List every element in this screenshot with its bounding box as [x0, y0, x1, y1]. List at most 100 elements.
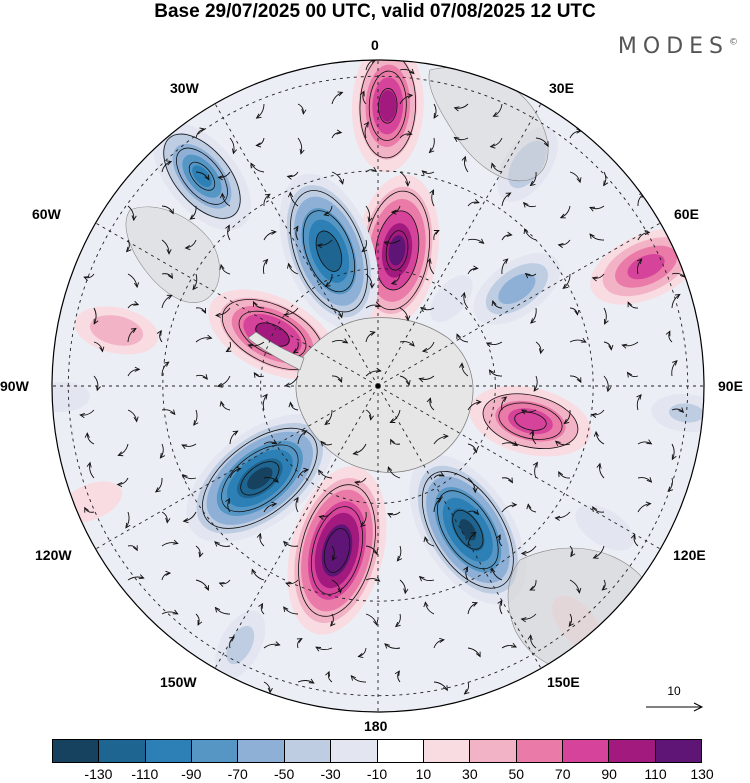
wind-streamline [467, 401, 481, 411]
wind-arrowhead [182, 474, 188, 480]
wind-streamline [331, 579, 341, 593]
anomaly-contour [668, 403, 704, 423]
wind-arrowhead [475, 651, 481, 658]
wind-streamline [263, 477, 279, 483]
wind-streamline [524, 228, 537, 241]
wind-streamline [86, 433, 95, 445]
anomaly-cell [575, 504, 635, 551]
wind-arrowhead [359, 90, 365, 97]
wind-arrowhead [530, 318, 536, 324]
wind-streamline [217, 375, 231, 387]
streamline-loop [498, 402, 563, 440]
wind-streamline [185, 239, 197, 249]
wind-arrowhead [593, 430, 599, 437]
anomaly-contour [192, 165, 212, 188]
wind-arrowhead [93, 318, 99, 325]
wind-arrowhead [476, 399, 482, 405]
wind-arrowhead [325, 670, 330, 677]
wind-streamline [558, 471, 571, 479]
wind-arrowhead [352, 450, 359, 456]
wind-arrowhead [443, 433, 449, 439]
wind-streamline [535, 137, 549, 147]
wind-arrowhead [374, 576, 381, 582]
wind-arrowhead [568, 621, 574, 627]
colorbar-tick-label: -70 [227, 766, 248, 782]
wind-streamline [465, 566, 469, 581]
wind-streamline [399, 579, 406, 594]
wind-streamline [365, 205, 371, 222]
anomaly-cell [409, 455, 527, 605]
wind-arrowhead [590, 412, 597, 418]
wind-streamline [331, 307, 343, 318]
wind-streamline [365, 60, 376, 71]
wind-arrowhead [130, 327, 137, 333]
wind-arrowhead [511, 502, 518, 508]
wind-streamline [297, 680, 315, 684]
wind-streamline [295, 497, 299, 513]
meridian-line [377, 385, 542, 669]
wind-arrowhead [473, 198, 480, 204]
meridian-line [214, 103, 379, 387]
wind-arrowhead [156, 329, 162, 336]
wind-arrowhead [506, 231, 513, 237]
colorbar-swatch [609, 740, 656, 762]
wind-streamline [591, 409, 605, 416]
wind-streamline [93, 341, 103, 352]
wind-arrowhead [219, 263, 225, 270]
wind-streamline [521, 545, 537, 554]
wind-streamline [317, 239, 333, 246]
wind-arrowhead [283, 540, 289, 547]
wind-streamline [671, 294, 681, 309]
modes-logo: MODES© [618, 34, 738, 59]
wind-arrowhead [225, 224, 230, 231]
colorbar-tick-label: 10 [415, 766, 432, 782]
wind-streamline [263, 231, 276, 241]
colorbar-swatch [99, 740, 146, 762]
wind-arrowhead [394, 670, 400, 677]
anomaly-contour [498, 273, 536, 305]
wind-streamline [501, 396, 507, 411]
colorbar-tick-label: -90 [181, 766, 202, 782]
anomaly-field [52, 60, 704, 712]
wind-arrowhead [589, 233, 595, 240]
wind-streamline [365, 613, 378, 626]
wind-streamline [555, 440, 571, 446]
wind-arrowhead [293, 496, 299, 503]
streamline-loop [368, 70, 407, 141]
wind-streamline [195, 337, 212, 343]
wind-arrowhead [394, 621, 401, 628]
wind-arrowhead [193, 420, 199, 426]
wind-streamline [288, 263, 299, 275]
wind-arrowhead [169, 208, 174, 215]
wind-streamline [555, 511, 571, 519]
wind-arrowhead [336, 129, 343, 135]
anomaly-cell [469, 385, 592, 457]
wind-arrowhead [405, 380, 411, 387]
meridian-line [95, 222, 379, 387]
wind-arrowhead [247, 343, 254, 349]
wind-arrowhead [286, 174, 293, 180]
wind-streamline [284, 307, 299, 316]
wind-streamline [429, 258, 435, 275]
wind-arrowhead [342, 338, 349, 344]
lon-label-150e: 150E [547, 674, 580, 690]
wind-arrowhead [253, 371, 259, 378]
wind-arrowhead [229, 636, 235, 642]
wind-arrowhead [396, 555, 403, 562]
wind-arrowhead [303, 467, 310, 473]
wind-arrowhead [576, 377, 582, 384]
wind-streamline [603, 375, 609, 392]
wind-streamline [671, 443, 675, 460]
wind-streamline [501, 645, 517, 649]
wind-arrowhead [461, 155, 467, 162]
wind-arrowhead [529, 430, 535, 437]
wind-streamline [637, 441, 652, 445]
wind-streamline [365, 273, 373, 288]
wind-arrowhead [267, 687, 273, 694]
wind-arrowhead [409, 341, 415, 347]
wind-streamline [384, 643, 401, 649]
brand-name: MODES [617, 34, 729, 59]
wind-streamline [283, 606, 299, 615]
wind-streamline [395, 613, 401, 627]
wind-arrowhead [608, 344, 614, 351]
